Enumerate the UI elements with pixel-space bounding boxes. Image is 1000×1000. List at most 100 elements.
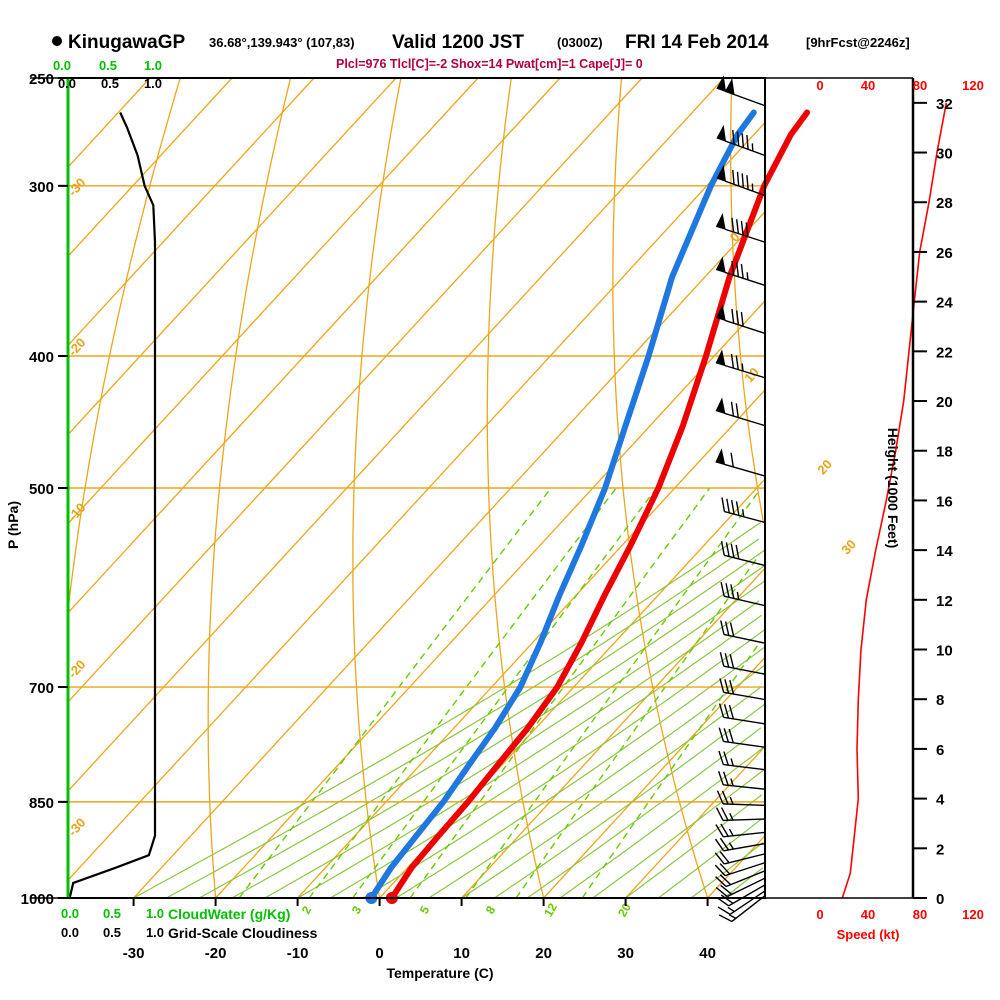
wind-barb: [716, 124, 766, 157]
speed-bottom-tick-0: 0: [816, 907, 823, 922]
height-tick-label: 28: [936, 195, 953, 212]
cloudwater-top-tick-1: 0.5: [99, 58, 117, 73]
temperature-tick-label: 20: [535, 945, 552, 962]
wind-barb: [715, 213, 766, 243]
wind-barb: [715, 397, 766, 427]
header: KinugawaGP 36.68°,139.943° (107,83) Vali…: [52, 32, 910, 71]
speed-top-tick-2: 80: [913, 78, 927, 93]
cloudiness-axis-label: Grid-Scale Cloudiness: [168, 925, 318, 941]
cloudwater-bottom-tick-2: 1.0: [146, 906, 164, 921]
pressure-tick-label: 700: [29, 680, 54, 697]
wind-barb: [720, 620, 766, 644]
pressure-tick-label: 250: [29, 71, 54, 88]
wind-barb: [716, 75, 766, 107]
speed-top-tick-3: 120: [962, 78, 984, 93]
height-tick-label: 2: [936, 841, 944, 858]
cloudwater-axis-label: CloudWater (g/Kg): [168, 906, 290, 922]
cloudwater-bottom-tick-0: 0.0: [61, 906, 79, 921]
temperature-tick-label: 40: [699, 945, 716, 962]
wind-barb: [715, 870, 766, 888]
pressure-tick-label: 400: [29, 349, 54, 366]
wind-barb: [718, 703, 766, 725]
valid-date: FRI 14 Feb 2014: [625, 32, 769, 53]
height-tick-label: 30: [936, 146, 953, 163]
height-tick-label: 12: [936, 593, 953, 610]
cloudwater-top-tick-2: 1.0: [144, 58, 162, 73]
wind-barb: [718, 750, 766, 771]
cloudiness-profile: [68, 112, 157, 899]
speed-top-tick-0: 0: [816, 78, 823, 93]
wind-barb: [720, 541, 766, 567]
pressure-tick-label: 500: [29, 481, 54, 498]
cloudiness-bottom-tick-2: 1.0: [146, 925, 164, 940]
wind-barb: [715, 349, 766, 379]
wind-barb: [716, 165, 766, 197]
mixing-ratio-label: 20: [615, 900, 634, 919]
wind-barb: [718, 727, 766, 748]
valid-time: Valid 1200 JST: [392, 32, 524, 53]
temperature-tick-label: 0: [375, 945, 383, 962]
speed-top-tick-1: 40: [861, 78, 875, 93]
wind-barb: [720, 582, 766, 607]
height-tick-label: 24: [936, 295, 953, 312]
height-tick-label: 18: [936, 444, 953, 461]
pressure-tick-label: 1000: [21, 891, 54, 908]
height-tick-label: 16: [936, 493, 953, 510]
wind-barb-column: [714, 75, 766, 923]
temperature-tick-label: -20: [205, 945, 227, 962]
wind-barb: [715, 877, 766, 898]
temperature-tick-label: -10: [287, 945, 309, 962]
wind-barb: [715, 304, 766, 335]
speed-axis-label: Speed (kt): [837, 927, 900, 942]
wind-barb: [714, 861, 766, 877]
temperature-ticks: -30 -20 -10 0 10 20 30 40: [123, 898, 716, 962]
station-coords: 36.68°,139.943° (107,83): [209, 35, 355, 50]
height-tick-label: 10: [936, 643, 953, 660]
wind-barb: [719, 678, 766, 701]
cloudwater-bottom-tick-1: 0.5: [103, 906, 121, 921]
forecast-tag: [9hrFcst@2246z]: [806, 35, 910, 50]
station-marker-icon: [52, 36, 62, 46]
cloudwater-top-tick-0: 0.0: [53, 58, 71, 73]
temperature-tick-label: 10: [453, 945, 470, 962]
height-tick-label: 14: [936, 543, 953, 560]
wind-barb: [717, 890, 766, 915]
pressure-tick-label: 300: [29, 179, 54, 196]
wind-barb: [715, 807, 766, 822]
speed-bottom-tick-3: 120: [962, 907, 984, 922]
wind-barb: [715, 823, 766, 838]
speed-bottom-tick-1: 40: [861, 907, 875, 922]
mixing-ratio-lines: [238, 487, 762, 899]
height-tick-label: 4: [936, 792, 945, 809]
speed-profile: [841, 102, 948, 899]
station-name: KinugawaGP: [68, 32, 186, 53]
speed-bottom-tick-2: 80: [913, 907, 927, 922]
pressure-tick-label: 850: [29, 795, 54, 812]
wind-barb: [715, 256, 766, 287]
wind-barb: [716, 790, 766, 807]
cloudiness-bottom-tick-0: 0.0: [61, 925, 79, 940]
pressure-axis-label: P (hPa): [5, 501, 21, 549]
pressure-ticks: 250 300 400 500 700 850 1000: [21, 71, 68, 908]
stability-indices: Plcl=976 Tlcl[C]=-2 Shox=14 Pwat[cm]=1 C…: [336, 57, 643, 71]
height-tick-label: 32: [936, 96, 953, 113]
cloudiness-bottom-tick-1: 0.5: [103, 925, 121, 940]
wind-barb: [719, 652, 766, 675]
wind-barb: [718, 895, 766, 923]
wind-barb: [715, 448, 766, 477]
cloudiness-top-tick-2: 1.0: [144, 76, 162, 91]
mixing-ratio-label: 12: [541, 900, 560, 919]
wind-barb: [714, 851, 766, 865]
wind-barb: [717, 771, 766, 790]
wind-barb: [721, 497, 766, 524]
height-tick-label: 20: [936, 394, 953, 411]
dry-adiabat-lines: [67, 77, 765, 899]
height-tick-label: 0: [936, 891, 944, 908]
wind-barb: [714, 837, 766, 852]
height-tick-label: 6: [936, 742, 944, 759]
height-tick-label: 22: [936, 344, 953, 361]
temperature-tick-label: 30: [617, 945, 634, 962]
valid-time-z: (0300Z): [557, 35, 603, 50]
